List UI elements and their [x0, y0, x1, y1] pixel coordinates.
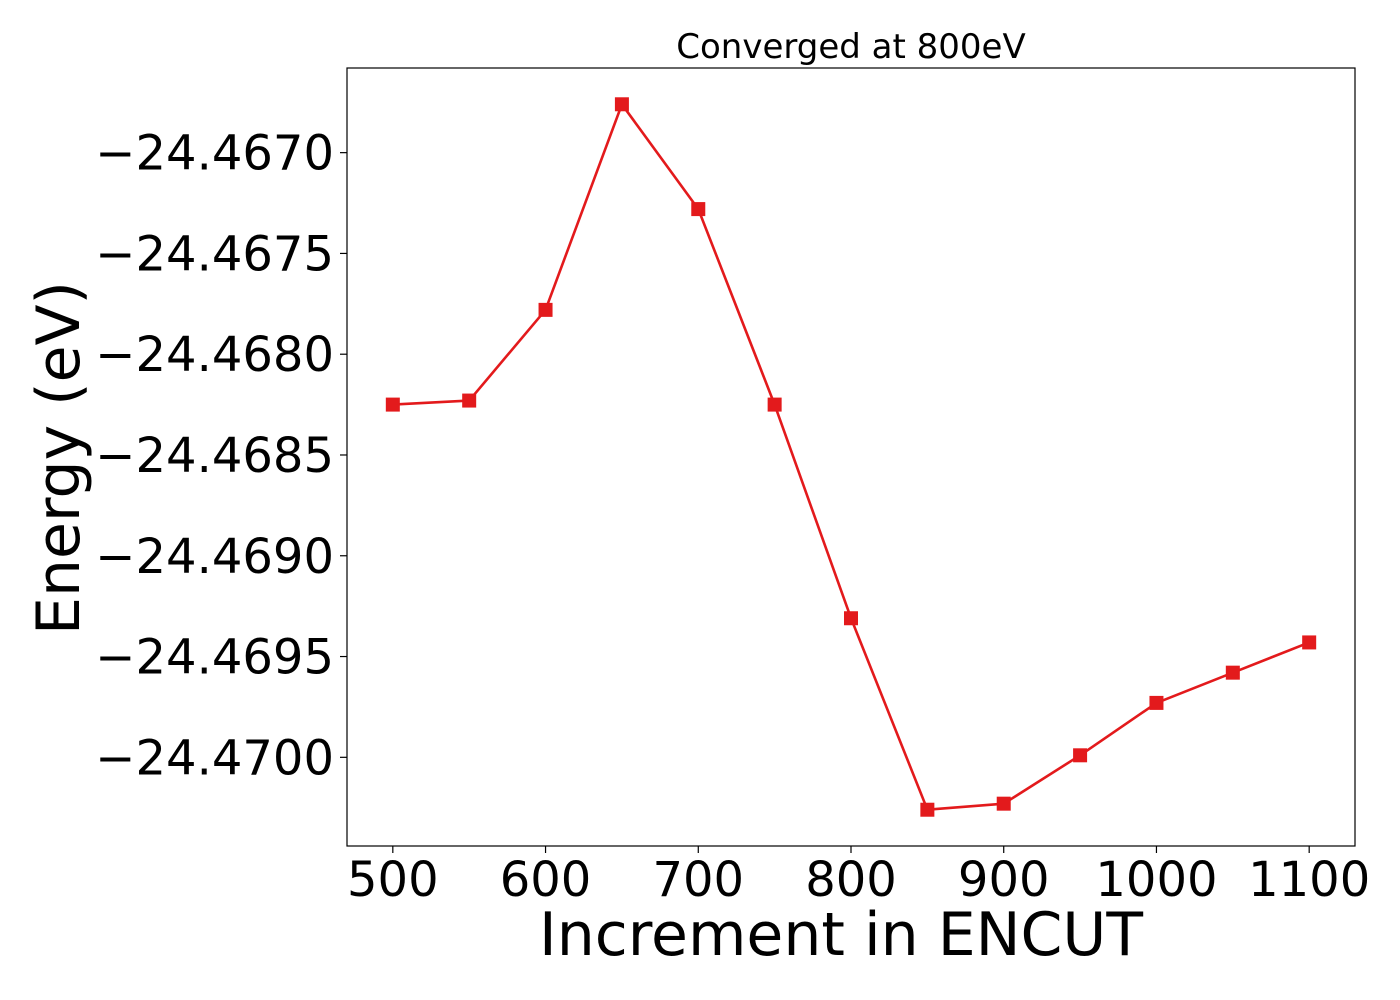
data-point-marker — [385, 397, 400, 412]
plot-frame — [346, 67, 1356, 847]
y-tick-label: −24.4695 — [95, 630, 334, 686]
x-tick-label: 700 — [652, 852, 744, 908]
x-tick-label: 1000 — [1095, 852, 1217, 908]
data-point-marker — [1073, 748, 1088, 763]
x-tick-label: 600 — [500, 852, 592, 908]
y-tick-label: −24.4670 — [95, 126, 334, 182]
y-tick-label: −24.4680 — [95, 327, 334, 383]
data-point-marker — [767, 397, 782, 412]
data-series — [385, 97, 1317, 817]
y-tick-label: −24.4700 — [95, 730, 334, 786]
chart-title: Converged at 800eV — [676, 27, 1025, 67]
x-tick-label: 800 — [805, 852, 897, 908]
data-point-marker — [462, 393, 477, 408]
data-point-marker — [1149, 695, 1164, 710]
axis-ticks: 500 600 700 800 900 1000 1100 −24.4670 −24.4675 −… — [95, 126, 1370, 908]
x-tick-label: 500 — [347, 852, 439, 908]
y-tick-label: −24.4690 — [95, 529, 334, 585]
x-tick-label: 900 — [958, 852, 1050, 908]
data-point-marker — [996, 796, 1011, 811]
data-point-marker — [691, 202, 706, 217]
series-line — [392, 103, 1310, 812]
y-tick-label: −24.4675 — [95, 226, 334, 282]
data-point-marker — [1225, 665, 1240, 680]
data-point-marker — [1302, 635, 1317, 650]
data-point-marker — [614, 97, 629, 112]
y-axis-label: Energy (eV) — [24, 281, 94, 635]
x-axis-label: Increment in ENCUT — [539, 900, 1143, 970]
data-point-marker — [538, 302, 553, 317]
x-tick-label: 1100 — [1248, 852, 1370, 908]
y-tick-label: −24.4685 — [95, 428, 334, 484]
data-point-marker — [844, 611, 858, 626]
data-point-marker — [920, 802, 935, 817]
